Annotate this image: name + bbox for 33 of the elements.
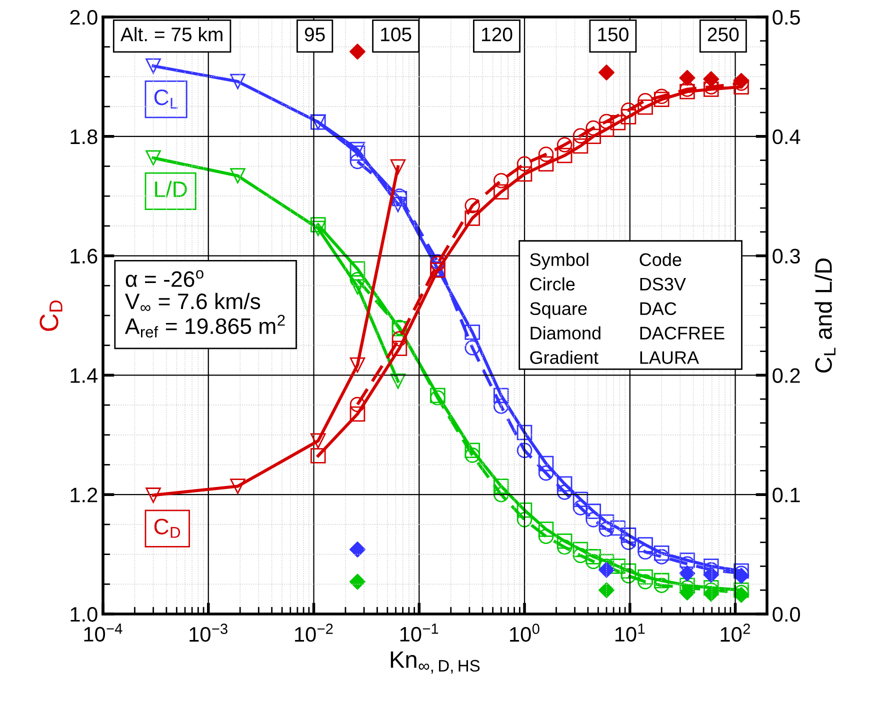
annotation: 150 bbox=[598, 28, 628, 42]
x-tick-label: 10$^{0}$ bbox=[510, 624, 540, 642]
y2-tick-label: 0.0 bbox=[772, 607, 800, 622]
y2-tick-label: 0.1 bbox=[772, 488, 800, 502]
text: α = -26$^{o}$ V$_{∞}$ = 7.6 km/s A$_{ref}$ = 19.865 m$^{2}$ bbox=[124, 270, 285, 338]
annotation: Alt. = 75 km bbox=[120, 27, 222, 42]
y2-axis-title: C$_{L}$ and L/D bbox=[814, 258, 836, 372]
y2-tick-label: 0.2 bbox=[772, 368, 800, 383]
x-axis-title: Kn$_{∞,D,HS}$ bbox=[390, 651, 480, 674]
series-label: C$_{D}$ bbox=[154, 518, 180, 538]
x-tick-label: 10$^{2}$ bbox=[720, 624, 750, 642]
text: Symbol Code Circle DS3V Square DAC Diamond DACFREE Gradient LAURA bbox=[530, 252, 724, 364]
y-axis-title: C$_{D}$ bbox=[40, 300, 62, 331]
x-tick-label: 10$^{−4}$ bbox=[84, 624, 122, 642]
y-tick-label: 2.0 bbox=[70, 10, 98, 25]
y-tick-label: 1.4 bbox=[70, 368, 98, 383]
annotation: 120 bbox=[482, 28, 512, 42]
y2-tick-label: 0.5 bbox=[772, 10, 800, 25]
annotation: 250 bbox=[708, 28, 739, 42]
x-tick-label: 10$^{−2}$ bbox=[295, 624, 333, 642]
y-tick-label: 1.2 bbox=[70, 488, 98, 502]
annotation: 105 bbox=[381, 28, 412, 42]
y-tick-label: 1.8 bbox=[70, 129, 98, 144]
series-label: C$_{L}$ bbox=[154, 89, 178, 109]
y2-tick-label: 0.4 bbox=[772, 129, 800, 144]
annotation: 95 bbox=[304, 28, 325, 42]
x-tick-label: 10$^{−3}$ bbox=[190, 624, 228, 642]
series-label: L/D bbox=[155, 180, 187, 198]
y-tick-label: 1.0 bbox=[70, 607, 98, 622]
y-tick-label: 1.6 bbox=[70, 248, 98, 264]
y2-tick-label: 0.3 bbox=[772, 248, 800, 264]
x-tick-label: 10$^{1}$ bbox=[615, 624, 645, 642]
x-tick-label: 10$^{−1}$ bbox=[400, 624, 438, 642]
